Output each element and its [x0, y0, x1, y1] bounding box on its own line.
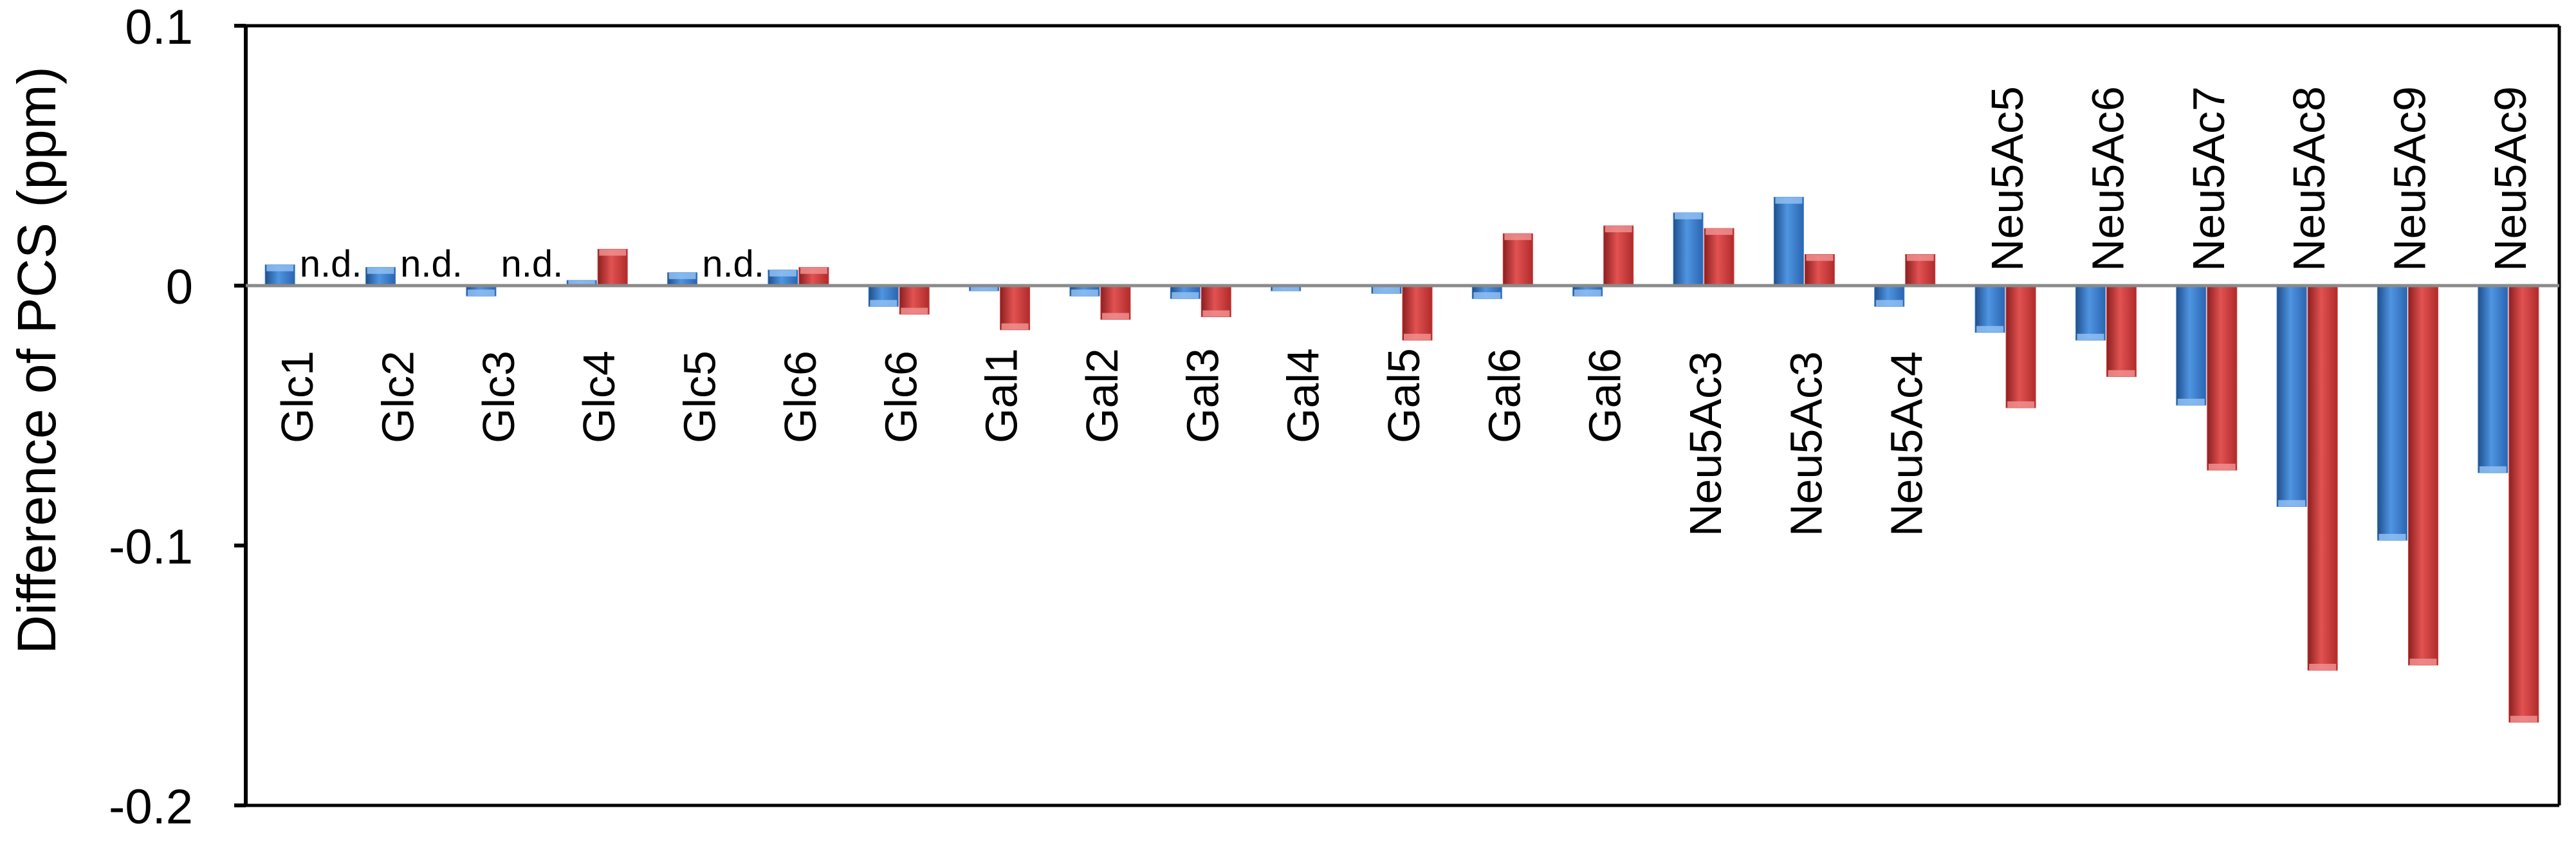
bar [2176, 285, 2207, 406]
bar [1402, 285, 1433, 341]
axes [234, 24, 2561, 807]
category-label: Glc6 [876, 351, 926, 443]
bar [1502, 233, 1533, 286]
category-label: Glc2 [373, 351, 423, 443]
bar-cap [2208, 463, 2236, 470]
bar-cap [1272, 286, 1300, 291]
category-label: Neu5Ac8 [2284, 86, 2334, 271]
category-label: Gal6 [1479, 348, 1529, 443]
annotation-label: n.d. [400, 243, 463, 285]
bars [264, 197, 2539, 723]
category-label: Gal3 [1177, 348, 1228, 443]
category-label: Gal1 [977, 348, 1027, 443]
y-tick-labels: 0.1 0 -0.1 -0.2 [109, 0, 193, 834]
annotation-label: n.d. [501, 243, 563, 285]
annotation-label: n.d. [702, 243, 764, 285]
bar-cap [2278, 500, 2306, 507]
y-tick-label: 0.1 [125, 0, 193, 55]
bar-cap [1675, 212, 1702, 219]
annotation-label: n.d. [300, 243, 362, 285]
bar [2276, 285, 2307, 507]
bar-cap [1473, 292, 1501, 299]
bar-cap [1373, 287, 1400, 294]
bar-cap [2409, 658, 2437, 665]
category-label: Neu5Ac3 [1781, 351, 1831, 537]
bar-cap [2510, 715, 2537, 722]
category-label: Neu5Ac6 [2083, 86, 2133, 271]
category-label: Glc1 [272, 351, 322, 443]
bar-cap [1172, 292, 1199, 299]
category-label: Glc5 [675, 351, 725, 443]
bar-cap [2007, 401, 2035, 408]
bar [1974, 285, 2005, 333]
bar-cap [2479, 466, 2507, 473]
category-label: Gal2 [1077, 348, 1127, 443]
bar [1704, 228, 1734, 286]
category-label: Neu5Ac5 [1982, 86, 2032, 271]
bar-cap [1071, 289, 1098, 297]
bar-cap [1202, 310, 1230, 317]
bar-cap [467, 289, 495, 297]
category-label: Glc4 [574, 351, 624, 443]
bar-cap [1574, 289, 1601, 297]
category-labels: Glc1 Glc2 Glc3 Glc4 Glc5 Glc6 Glc6 Gal1 Gal2 Gal3… [272, 86, 2535, 537]
category-label: Neu5Ac3 [1680, 351, 1731, 537]
bar-cap [1706, 228, 1733, 235]
bar-cap [1875, 300, 1903, 307]
category-label: Neu5Ac9 [2384, 86, 2434, 271]
bar-cap [668, 272, 696, 279]
category-label: Neu5Ac4 [1882, 351, 1932, 537]
bar-cap [568, 280, 596, 286]
category-label: Glc6 [775, 351, 825, 443]
bar [2005, 285, 2036, 408]
bar-cap [599, 249, 627, 256]
bar-cap [800, 267, 827, 274]
bar [2207, 285, 2238, 471]
category-label: Gal6 [1580, 348, 1630, 443]
y-tick-label: -0.2 [109, 780, 193, 834]
category-label: Neu5Ac9 [2485, 86, 2535, 271]
bar-cap [266, 264, 294, 271]
bar-cap [1976, 326, 2004, 333]
bar-cap [1605, 226, 1632, 233]
bar [1000, 285, 1031, 331]
bar-cap [2077, 333, 2104, 340]
category-label: Neu5Ac7 [2184, 86, 2234, 271]
bar-cap [1001, 323, 1029, 330]
bar-cap [1806, 254, 1834, 261]
bar-cap [2177, 398, 2205, 405]
bar [1773, 197, 1804, 286]
bar [1673, 212, 1704, 286]
bar [2307, 285, 2338, 671]
bar-cap [2378, 533, 2406, 540]
bar-cap [769, 270, 796, 277]
bar-cap [2309, 663, 2337, 670]
y-tick-label: -0.1 [109, 520, 193, 574]
bar-cap [970, 286, 998, 291]
category-label: Glc3 [474, 351, 524, 443]
y-axis-title: Difference of PCS (ppm) [6, 66, 67, 654]
bar-cap [1101, 313, 1129, 320]
annotations: n.d. n.d. n.d. n.d. [300, 243, 764, 285]
y-tick-label: 0 [166, 260, 193, 315]
bar-cap [1504, 234, 1532, 241]
bar [2478, 285, 2508, 473]
bar-cap [2108, 370, 2135, 377]
bar-cap [901, 307, 928, 315]
category-label: Gal4 [1278, 348, 1329, 443]
bar [2407, 285, 2438, 666]
bar [2377, 285, 2407, 541]
bar-cap [1404, 333, 1431, 340]
bar-cap [1906, 254, 1934, 261]
category-label: Gal5 [1379, 348, 1429, 443]
bar [2508, 285, 2539, 723]
bar-cap [870, 300, 897, 307]
bar [2106, 285, 2137, 377]
bar-cap [1775, 197, 1803, 204]
bar-cap [367, 267, 394, 274]
bar [1603, 225, 1634, 286]
bar [2075, 285, 2106, 341]
